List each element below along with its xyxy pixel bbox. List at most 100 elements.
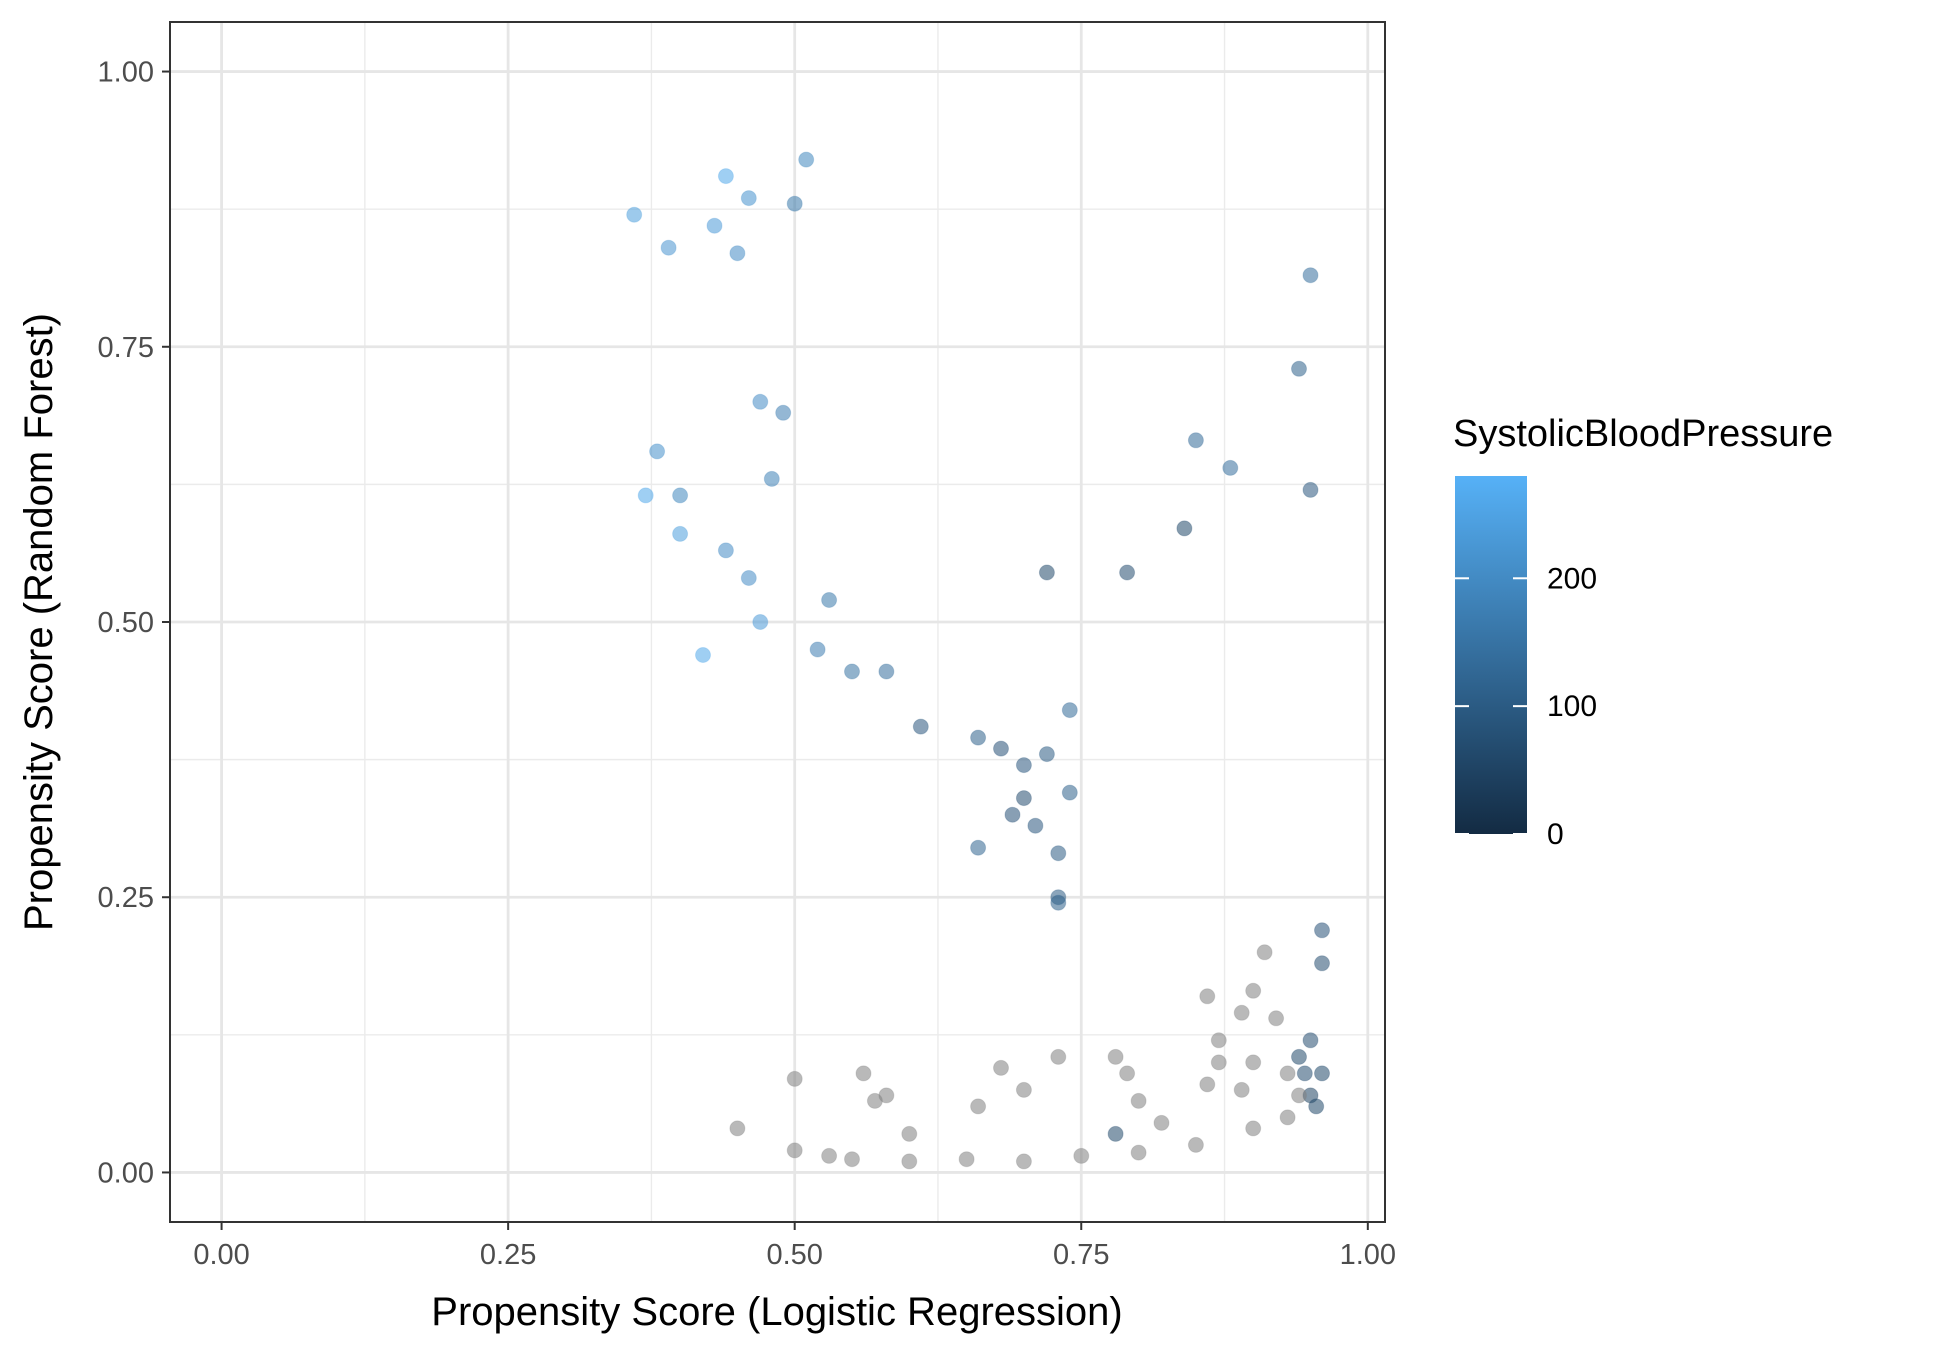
scatter-point-s1-27 xyxy=(821,1147,838,1164)
scatter-point-s0-24 xyxy=(970,729,987,746)
scatter-point-s0-12 xyxy=(752,393,769,410)
scatter-point-s1-6 xyxy=(970,1098,987,1115)
scatter-point-s0-17 xyxy=(786,195,803,212)
scatter-point-s1-19 xyxy=(1268,1010,1285,1027)
scatter-point-s1-17 xyxy=(1256,944,1273,961)
scatter-point-s0-8 xyxy=(717,168,734,185)
legend-colorbar xyxy=(1455,476,1527,834)
y-axis-ticks: 0.00 0.25 0.50 0.75 1.00 xyxy=(98,57,170,1189)
scatter-point-s1-21 xyxy=(1291,1087,1307,1104)
scatter-point-s0-48 xyxy=(1314,922,1330,939)
scatter-point-s0-30 xyxy=(1027,817,1044,834)
scatter-point-s1-25 xyxy=(1245,1054,1262,1071)
scatter-point-s1-31 xyxy=(1015,1153,1032,1170)
scatter-point-s0-52 xyxy=(1308,1098,1325,1115)
scatter-point-s0-32 xyxy=(1061,784,1078,801)
scatter-point-s0-43 xyxy=(1038,564,1055,581)
scatter-point-s0-14 xyxy=(740,570,757,586)
legend-label-1: 100 xyxy=(1547,690,1597,723)
scatter-point-s1-9 xyxy=(1050,1048,1067,1065)
scatter-point-s0-40 xyxy=(1302,481,1319,498)
y-tick-label-1: 0.25 xyxy=(98,882,154,914)
scatter-point-s0-38 xyxy=(1187,432,1204,449)
scatter-point-s1-20 xyxy=(1279,1065,1296,1082)
scatter-point-s0-0 xyxy=(626,206,643,223)
scatter-point-s0-44 xyxy=(1119,564,1136,581)
scatter-point-s0-9 xyxy=(717,542,734,559)
scatter-point-s0-5 xyxy=(672,525,689,542)
scatter-point-s1-0 xyxy=(729,1120,746,1137)
scatter-point-s1-5 xyxy=(901,1125,918,1142)
scatter-point-s1-4 xyxy=(878,1087,895,1104)
scatter-point-s0-26 xyxy=(1015,757,1032,774)
scatter-point-s0-1 xyxy=(660,239,677,256)
scatter-point-s1-10 xyxy=(1107,1048,1124,1065)
scatter-point-s0-37 xyxy=(1176,520,1193,537)
scatter-point-s0-10 xyxy=(729,245,746,262)
scatter-point-s1-22 xyxy=(1210,1054,1227,1071)
x-tick-label-0: 0.00 xyxy=(193,1239,249,1271)
scatter-point-s1-24 xyxy=(1233,1081,1250,1098)
scatter-point-s0-45 xyxy=(1107,1125,1124,1142)
scatter-point-s0-13 xyxy=(752,614,769,630)
legend: SystolicBloodPressure 0 100 200 xyxy=(1453,413,1833,851)
y-axis-title: Propensity Score (Random Forest) xyxy=(17,313,61,931)
scatter-point-s1-11 xyxy=(1119,1065,1136,1082)
x-axis-ticks: 0.00 0.25 0.50 0.75 1.00 xyxy=(193,1222,1396,1271)
x-tick-label-1: 0.25 xyxy=(480,1239,536,1271)
scatter-point-s0-7 xyxy=(706,217,723,234)
scatter-point-s0-23 xyxy=(912,718,929,735)
y-tick-label-4: 1.00 xyxy=(98,57,154,89)
scatter-point-s0-50 xyxy=(1314,1065,1330,1082)
scatter-point-s1-1 xyxy=(786,1070,803,1087)
grid-major xyxy=(170,22,1385,1222)
x-tick-label-2: 0.50 xyxy=(766,1239,822,1271)
scatter-point-s0-47 xyxy=(1302,1032,1319,1049)
scatter-point-s0-15 xyxy=(763,470,780,487)
scatter-point-s0-46 xyxy=(1291,1048,1307,1065)
scatter-point-s0-22 xyxy=(878,663,895,680)
scatter-point-s0-36 xyxy=(1050,894,1067,911)
scatter-point-s0-53 xyxy=(1296,1065,1313,1082)
scatter-point-s0-39 xyxy=(1222,459,1239,476)
scatter-point-s1-16 xyxy=(1233,1004,1250,1021)
scatter-point-s0-11 xyxy=(740,190,757,207)
points-layer xyxy=(626,151,1330,1170)
y-tick-label-2: 0.50 xyxy=(98,607,154,639)
legend-label-2: 200 xyxy=(1547,562,1597,595)
scatter-point-s1-15 xyxy=(1210,1032,1227,1049)
x-tick-label-4: 1.00 xyxy=(1340,1239,1396,1271)
scatter-point-s0-21 xyxy=(844,663,860,680)
scatter-point-s0-3 xyxy=(637,487,654,504)
scatter-point-s0-28 xyxy=(1015,790,1032,807)
scatter-point-s0-33 xyxy=(1061,702,1078,719)
scatter-point-s1-30 xyxy=(958,1151,975,1168)
scatter-point-s1-35 xyxy=(1245,1120,1262,1137)
y-tick-label-0: 0.00 xyxy=(98,1157,154,1189)
scatter-point-s0-41 xyxy=(1302,267,1319,284)
scatter-point-s1-2 xyxy=(855,1065,872,1082)
x-tick-label-3: 0.75 xyxy=(1053,1239,1109,1271)
scatter-point-s0-16 xyxy=(775,404,792,421)
scatter-point-s0-4 xyxy=(672,487,689,504)
scatter-point-s1-23 xyxy=(1199,1076,1216,1093)
scatter-point-s1-8 xyxy=(1015,1081,1032,1098)
scatter-point-s1-32 xyxy=(1073,1147,1090,1164)
scatter-point-s1-34 xyxy=(1187,1136,1204,1153)
scatter-point-s0-49 xyxy=(1314,955,1330,972)
scatter-point-s0-18 xyxy=(798,151,815,168)
scatter-point-s0-42 xyxy=(1291,360,1307,377)
scatter-point-s1-29 xyxy=(901,1153,918,1170)
scatter-point-s1-36 xyxy=(1279,1109,1296,1126)
scatter-point-s0-29 xyxy=(1004,806,1021,823)
y-tick-label-3: 0.75 xyxy=(98,332,154,364)
scatter-point-s0-34 xyxy=(970,839,987,856)
scatter-point-s0-6 xyxy=(695,647,711,663)
legend-ticks: 0 100 200 xyxy=(1455,562,1597,851)
scatter-point-s0-20 xyxy=(821,592,838,608)
scatter-point-s0-25 xyxy=(993,740,1009,757)
scatter-point-s1-12 xyxy=(1130,1092,1147,1109)
scatter-point-s0-27 xyxy=(1038,746,1055,763)
scatter-point-s1-13 xyxy=(1153,1114,1170,1131)
scatter-point-s1-18 xyxy=(1245,982,1262,999)
